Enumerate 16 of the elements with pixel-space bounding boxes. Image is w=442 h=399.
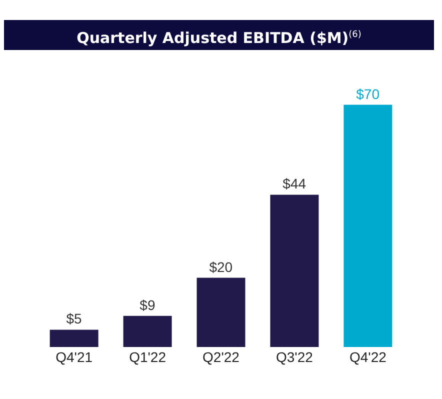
x-tick-label: Q1'22 xyxy=(129,349,166,365)
x-tick-label: Q2'22 xyxy=(202,349,240,365)
bar xyxy=(123,316,172,347)
chart-title: Quarterly Adjusted EBITDA ($M)$^{(6)}$ xyxy=(4,20,434,50)
bar xyxy=(50,330,98,347)
data-label: $20 xyxy=(209,258,233,275)
bar xyxy=(270,194,319,347)
data-label: $9 xyxy=(140,296,156,313)
bar xyxy=(196,278,246,347)
x-tick-label: Q3'22 xyxy=(276,349,314,365)
x-tick-label: Q4'21 xyxy=(56,349,93,365)
data-label: $5 xyxy=(66,310,82,327)
data-label: $70 xyxy=(356,86,380,102)
x-tick-label: Q4'22 xyxy=(349,349,387,365)
data-label: $44 xyxy=(282,176,306,192)
bar xyxy=(344,104,392,347)
